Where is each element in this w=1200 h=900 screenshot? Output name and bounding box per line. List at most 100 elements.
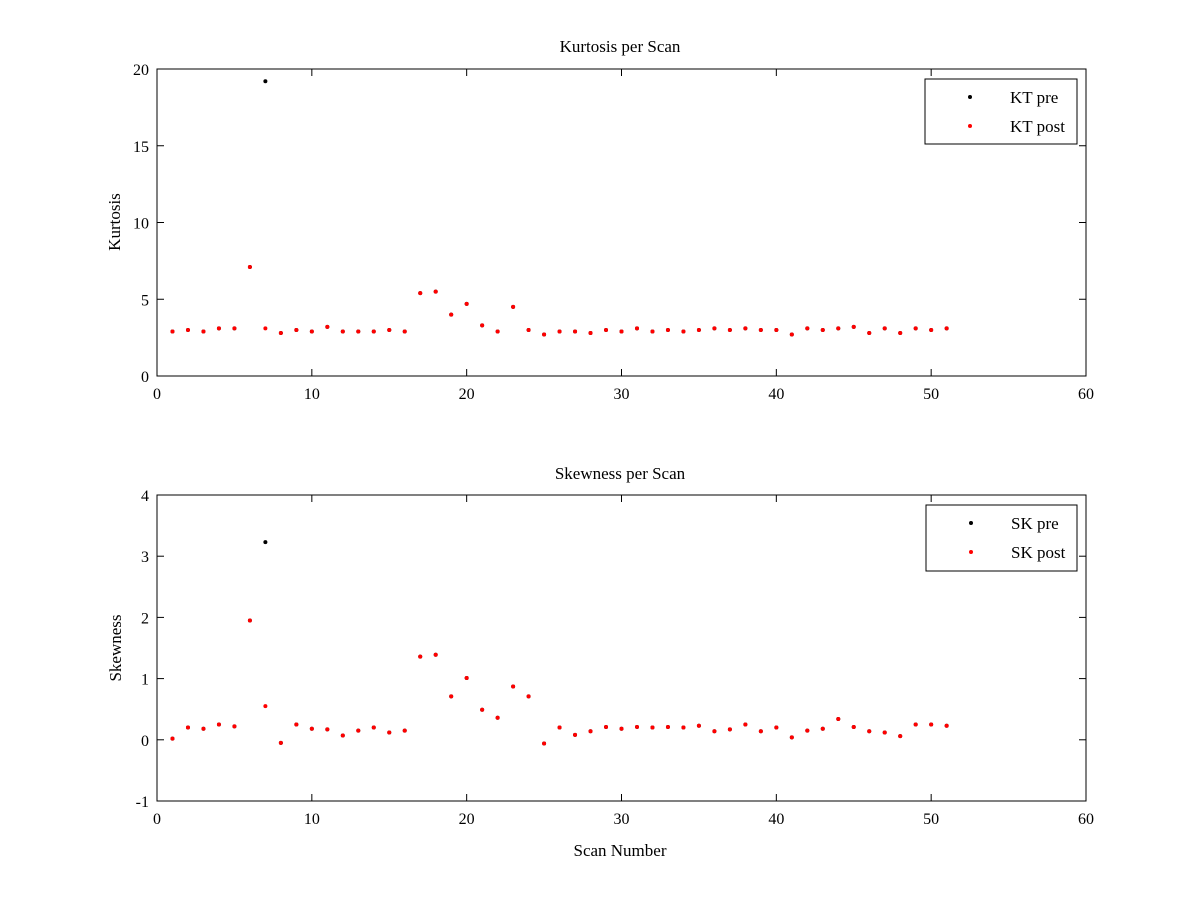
kurtosis-post-point	[402, 329, 407, 334]
kurtosis-post-point	[604, 327, 609, 332]
kurtosis-post-point	[325, 324, 330, 329]
kurtosis-post-point	[634, 326, 639, 331]
skewness-post-point	[619, 726, 624, 731]
skewness-y-axis-label: Skewness	[106, 614, 125, 681]
kurtosis-post-point	[232, 326, 237, 331]
skewness-post-point	[867, 729, 872, 734]
skewness-post-point	[805, 728, 810, 733]
kurtosis-post-point	[573, 329, 578, 334]
skewness-post-point	[278, 740, 283, 745]
kurtosis-post-point	[263, 326, 268, 331]
skewness-x-tick-label: 10	[304, 811, 320, 828]
kurtosis-post-point	[789, 332, 794, 337]
kurtosis-legend-pre-label: KT pre	[1010, 88, 1058, 107]
skewness-post-point	[542, 741, 547, 746]
skewness-post-point	[170, 736, 175, 741]
skewness-legend-pre-marker	[969, 521, 973, 525]
skewness-post-point	[774, 725, 779, 730]
kurtosis-post-point	[247, 265, 252, 270]
kurtosis-post-point	[805, 326, 810, 331]
skewness-post-point	[294, 722, 299, 727]
kurtosis-y-tick-label: 0	[141, 369, 149, 386]
skewness-x-tick-label: 40	[768, 811, 784, 828]
skewness-post-point	[340, 733, 345, 738]
skewness-post-point	[263, 704, 268, 709]
skewness-post-point	[743, 722, 748, 727]
kurtosis-post-point	[681, 329, 686, 334]
kurtosis-x-tick-label: 0	[153, 386, 161, 403]
skewness-y-tick-label: 3	[141, 549, 149, 566]
skewness-post-point	[201, 726, 206, 731]
skewness-legend-post-marker	[969, 550, 973, 554]
kurtosis-post-point	[929, 327, 934, 332]
skewness-post-point	[216, 722, 221, 727]
skewness-post-point	[634, 724, 639, 729]
kurtosis-x-tick-label: 20	[459, 386, 475, 403]
skewness-post-point	[573, 732, 578, 737]
kurtosis-y-tick-label: 5	[141, 292, 149, 309]
kurtosis-post-point	[356, 329, 361, 334]
kurtosis-post-point	[542, 332, 547, 337]
skewness-post-point	[387, 730, 392, 735]
skewness-post-point	[449, 694, 454, 699]
kurtosis-post-point	[898, 331, 903, 336]
kurtosis-post-point	[851, 324, 856, 329]
kurtosis-post-point	[557, 329, 562, 334]
skewness-post-point	[650, 725, 655, 730]
skewness-x-tick-label: 30	[614, 811, 630, 828]
skewness-post-point	[913, 722, 918, 727]
skewness-post-point	[511, 684, 516, 689]
kurtosis-post-point	[696, 327, 701, 332]
kurtosis-x-tick-label: 30	[614, 386, 630, 403]
skewness-post-point	[820, 726, 825, 731]
kurtosis-post-point	[185, 327, 190, 332]
skewness-x-tick-label: 20	[459, 811, 475, 828]
kurtosis-legend: KT pre KT post	[924, 78, 1078, 145]
kurtosis-post-point	[665, 327, 670, 332]
kurtosis-post-point	[727, 327, 732, 332]
kurtosis-chart-title: Kurtosis per Scan	[560, 37, 681, 56]
skewness-post-point	[836, 716, 841, 721]
skewness-post-point	[185, 725, 190, 730]
skewness-post-point	[696, 723, 701, 728]
kurtosis-x-tick-label: 10	[304, 386, 320, 403]
kurtosis-post-point	[433, 289, 438, 294]
skewness-post-point	[309, 726, 314, 731]
kurtosis-post-point	[387, 327, 392, 332]
kurtosis-post-point	[309, 329, 314, 334]
skewness-post-point	[604, 724, 609, 729]
kurtosis-y-tick-label: 15	[133, 139, 149, 156]
kurtosis-post-point	[650, 329, 655, 334]
skewness-y-tick-label: -1	[136, 794, 149, 811]
skewness-x-tick-label: 60	[1078, 811, 1094, 828]
kurtosis-post-point	[619, 329, 624, 334]
skewness-y-tick-label: 0	[141, 733, 149, 750]
skewness-x-axis-label: Scan Number	[573, 841, 666, 860]
kurtosis-x-tick-label: 40	[768, 386, 784, 403]
kurtosis-post-point	[712, 326, 717, 331]
kurtosis-post-point	[340, 329, 345, 334]
kurtosis-pre-point	[263, 79, 268, 84]
kurtosis-post-point	[216, 326, 221, 331]
skewness-post-point	[464, 675, 469, 680]
skewness-post-point	[758, 729, 763, 734]
skewness-chart-title: Skewness per Scan	[555, 464, 686, 483]
skewness-post-point	[712, 729, 717, 734]
kurtosis-post-point	[758, 327, 763, 332]
skewness-post-point	[526, 694, 531, 699]
skewness-y-tick-label: 4	[141, 488, 149, 505]
skewness-post-point	[402, 728, 407, 733]
skewness-post-point	[371, 725, 376, 730]
skewness-x-tick-label: 0	[153, 811, 161, 828]
skewness-legend-post-label: SK post	[1011, 543, 1066, 562]
skewness-post-point	[480, 707, 485, 712]
skewness-panel: Skewness per Scan Skewness Scan Number 0…	[106, 464, 1094, 860]
kurtosis-post-point	[836, 326, 841, 331]
kurtosis-post-point	[588, 331, 593, 336]
kurtosis-post-point	[418, 291, 423, 296]
kurtosis-y-tick-label: 20	[133, 62, 149, 79]
kurtosis-post-point	[913, 326, 918, 331]
skewness-legend: SK pre SK post	[925, 504, 1078, 572]
kurtosis-post-point	[820, 327, 825, 332]
